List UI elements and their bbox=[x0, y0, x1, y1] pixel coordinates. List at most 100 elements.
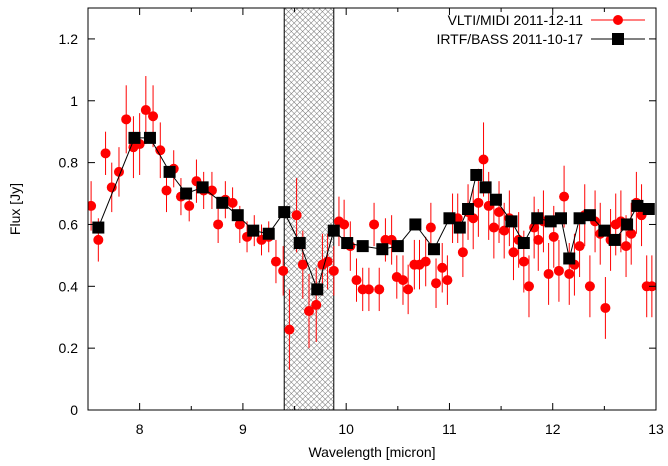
data-point-0-61 bbox=[473, 197, 484, 208]
data-point-1-25 bbox=[489, 193, 502, 206]
data-point-1-4 bbox=[180, 187, 193, 200]
data-point-1-9 bbox=[262, 227, 275, 240]
data-point-0-86 bbox=[600, 302, 611, 313]
data-point-0-83 bbox=[584, 281, 595, 292]
data-point-0-75 bbox=[543, 268, 554, 279]
data-point-0-3 bbox=[106, 182, 117, 193]
data-point-0-73 bbox=[533, 234, 544, 245]
data-point-0-77 bbox=[553, 265, 564, 276]
legend-marker-bass bbox=[612, 33, 624, 45]
legend-label-midi: VLTI/MIDI 2011-12-11 bbox=[448, 12, 584, 28]
data-point-0-68 bbox=[508, 247, 519, 258]
y-tick-label-2: 0.4 bbox=[59, 278, 79, 294]
data-point-1-18 bbox=[409, 218, 422, 231]
data-point-0-53 bbox=[431, 278, 442, 289]
data-point-1-34 bbox=[598, 224, 611, 237]
data-point-0-0 bbox=[88, 200, 97, 211]
data-point-0-1 bbox=[93, 234, 104, 245]
y-tick-label-5: 1 bbox=[70, 93, 78, 109]
legend: VLTI/MIDI 2011-12-11 IRTF/BASS 2011-10-1… bbox=[436, 12, 645, 47]
data-point-0-42 bbox=[369, 219, 380, 230]
data-point-0-66 bbox=[499, 225, 510, 236]
x-tick-label-3: 11 bbox=[442, 421, 457, 437]
data-point-1-24 bbox=[479, 181, 492, 194]
data-layer bbox=[88, 76, 656, 370]
data-point-1-20 bbox=[443, 212, 456, 225]
data-point-0-35 bbox=[328, 265, 339, 276]
data-point-1-19 bbox=[427, 243, 440, 256]
data-point-1-22 bbox=[462, 203, 475, 215]
data-point-0-34 bbox=[322, 256, 333, 267]
data-point-0-10 bbox=[155, 145, 166, 156]
data-point-0-11 bbox=[161, 185, 172, 196]
data-point-0-26 bbox=[270, 256, 281, 267]
data-point-1-32 bbox=[573, 212, 586, 225]
y-tick-label-6: 1.2 bbox=[59, 31, 79, 47]
data-point-0-71 bbox=[523, 281, 534, 292]
y-axis-label: Flux [Jy] bbox=[7, 183, 23, 235]
data-point-0-91 bbox=[626, 228, 637, 239]
data-point-0-79 bbox=[564, 268, 575, 279]
data-point-1-37 bbox=[631, 199, 644, 212]
data-point-0-43 bbox=[374, 284, 385, 295]
x-tick-label-1: 9 bbox=[239, 421, 247, 437]
data-point-1-17 bbox=[391, 240, 404, 253]
data-point-1-16 bbox=[376, 243, 389, 256]
absorption-band-layer bbox=[283, 7, 335, 411]
y-tick-label-4: 0.8 bbox=[59, 155, 79, 171]
data-point-1-10 bbox=[278, 206, 291, 219]
data-point-0-65 bbox=[494, 207, 505, 218]
data-point-0-78 bbox=[559, 191, 570, 202]
data-point-1-6 bbox=[216, 196, 229, 209]
data-point-0-5 bbox=[121, 114, 132, 125]
data-point-0-2 bbox=[100, 148, 111, 159]
data-point-1-38 bbox=[642, 203, 655, 215]
data-point-0-37 bbox=[339, 219, 350, 230]
x-tick-label-5: 13 bbox=[648, 421, 664, 437]
data-point-1-2 bbox=[143, 131, 156, 144]
data-point-0-8 bbox=[140, 105, 151, 116]
x-axis-label: Wavelength [micron] bbox=[308, 444, 435, 460]
data-point-0-58 bbox=[457, 247, 468, 258]
series-1 bbox=[92, 131, 655, 296]
data-point-0-76 bbox=[548, 231, 559, 242]
data-point-1-1 bbox=[128, 131, 141, 144]
x-tick-label-2: 10 bbox=[338, 421, 354, 437]
data-point-1-14 bbox=[341, 237, 354, 250]
data-point-0-72 bbox=[529, 222, 540, 233]
data-point-0-39 bbox=[351, 275, 362, 286]
data-point-0-18 bbox=[213, 219, 224, 230]
data-point-0-62 bbox=[478, 154, 489, 165]
data-point-0-28 bbox=[284, 324, 295, 335]
data-point-1-36 bbox=[621, 218, 634, 231]
data-point-0-9 bbox=[148, 111, 159, 122]
data-point-0-64 bbox=[488, 222, 499, 233]
axes-layer: 0 0.2 0.4 0.6 0.8 1 1.2 8 9 10 11 12 13 bbox=[59, 7, 664, 437]
y-tick-label-1: 0.2 bbox=[59, 340, 79, 356]
data-point-0-27 bbox=[278, 265, 289, 276]
series-0 bbox=[88, 76, 656, 370]
plot-frame bbox=[87, 7, 657, 411]
data-point-0-30 bbox=[297, 259, 308, 270]
data-point-0-20 bbox=[227, 197, 238, 208]
data-point-1-27 bbox=[517, 237, 530, 250]
data-point-0-21 bbox=[234, 219, 245, 230]
data-point-0-14 bbox=[184, 200, 195, 211]
data-point-0-32 bbox=[311, 299, 322, 310]
data-point-1-26 bbox=[505, 215, 518, 228]
data-point-1-12 bbox=[311, 283, 324, 296]
data-point-1-29 bbox=[544, 215, 557, 228]
x-tick-label-4: 12 bbox=[545, 421, 561, 437]
data-point-0-52 bbox=[425, 222, 436, 233]
data-point-1-35 bbox=[608, 233, 621, 246]
data-point-1-5 bbox=[196, 181, 209, 194]
shaded-band bbox=[283, 7, 335, 411]
data-point-0-29 bbox=[291, 210, 302, 221]
data-point-0-47 bbox=[397, 275, 408, 286]
data-point-1-30 bbox=[554, 212, 567, 225]
legend-marker-midi bbox=[613, 15, 623, 25]
data-point-0-70 bbox=[518, 256, 529, 267]
data-point-0-54 bbox=[437, 262, 448, 273]
data-point-1-3 bbox=[163, 165, 176, 178]
